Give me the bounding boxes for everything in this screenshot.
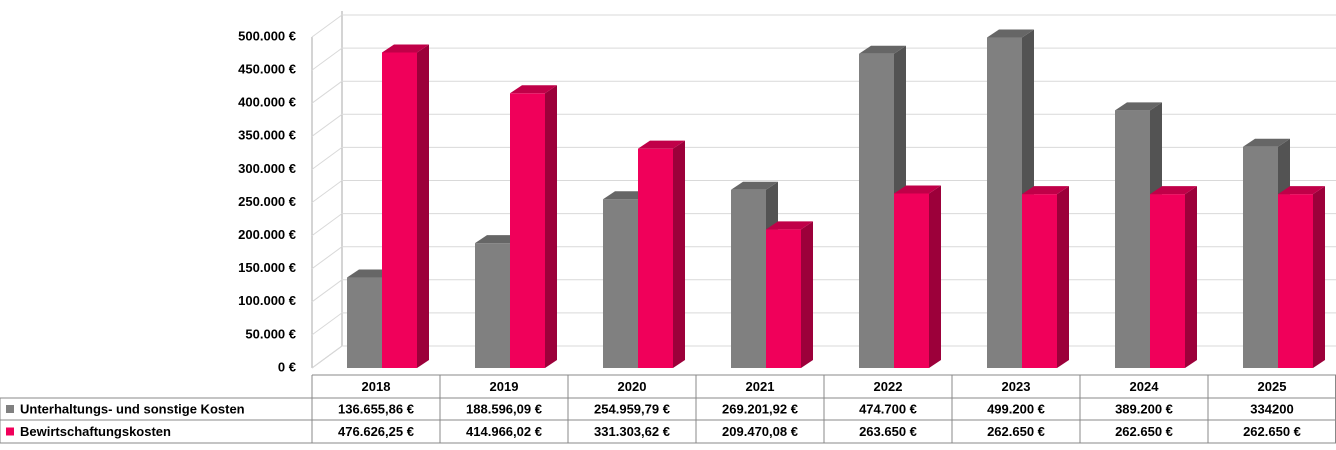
grid-line-side (311, 279, 343, 303)
table-value: 499.200 € (987, 401, 1045, 416)
bar-top (1150, 186, 1197, 195)
bar-top (510, 85, 557, 94)
y-tick-label: 50.000 € (245, 326, 296, 341)
grid-line-side (311, 180, 343, 203)
bar-side (1185, 186, 1197, 368)
bar (510, 93, 545, 369)
grid-line-side (311, 345, 343, 369)
table-value: 474.700 € (859, 401, 917, 416)
table-value: 254.959,79 € (594, 401, 670, 416)
bar (987, 37, 1022, 368)
table-value: 262.650 € (1243, 424, 1301, 439)
y-tick-label: 0 € (278, 359, 296, 374)
bar (1150, 194, 1185, 368)
bar-top (382, 44, 429, 53)
x-tick-label: 2023 (1002, 379, 1031, 394)
bar-side (1057, 186, 1069, 368)
legend-swatch (6, 405, 14, 413)
table-value: 334200 (1250, 401, 1293, 416)
grid-line-side (311, 47, 343, 71)
bar (894, 193, 929, 368)
table-value: 414.966,02 € (466, 424, 542, 439)
y-tick-label: 450.000 € (238, 62, 296, 77)
bar-top (859, 45, 906, 54)
grid-line-side (311, 213, 343, 237)
bar-top (1243, 138, 1290, 147)
bar-top (1278, 186, 1325, 195)
x-tick-label: 2022 (874, 379, 903, 394)
bar (603, 199, 638, 368)
legend-label: Bewirtschaftungskosten (20, 424, 171, 439)
legend-swatch (6, 427, 14, 436)
bar-side (801, 221, 813, 368)
x-tick-label: 2018 (362, 379, 391, 394)
y-tick-label: 200.000 € (238, 227, 296, 242)
bar-top (1115, 102, 1162, 111)
y-tick-label: 100.000 € (238, 293, 296, 308)
grid-line-side (311, 80, 343, 104)
grid-line-side (311, 14, 343, 38)
y-tick-label: 250.000 € (238, 194, 296, 209)
bar (638, 148, 673, 368)
table-value: 263.650 € (859, 424, 917, 439)
bar (347, 277, 382, 368)
bar-side (417, 44, 429, 369)
bar (382, 52, 417, 369)
table-value: 389.200 € (1115, 401, 1173, 416)
bar (1022, 194, 1057, 368)
grid-line-side (311, 113, 343, 137)
y-tick-label: 350.000 € (238, 128, 296, 143)
bar (475, 243, 510, 368)
y-tick-label: 400.000 € (238, 95, 296, 110)
table-value: 269.201,92 € (722, 401, 798, 416)
x-tick-label: 2020 (618, 379, 647, 394)
bar-top (987, 29, 1034, 38)
bar-side (929, 185, 941, 368)
x-tick-label: 2024 (1130, 379, 1160, 394)
bar (859, 53, 894, 369)
y-tick-label: 300.000 € (238, 161, 296, 176)
x-tick-label: 2019 (490, 379, 519, 394)
bar-top (731, 181, 778, 190)
table-value: 262.650 € (987, 424, 1045, 439)
bar (1115, 110, 1150, 368)
bar-top (894, 185, 941, 194)
grid-line-side (311, 146, 343, 170)
table-value: 476.626,25 € (338, 424, 414, 439)
table-value: 136.655,86 € (338, 401, 414, 416)
bar-top (1022, 186, 1069, 195)
table-value: 331.303,62 € (594, 424, 670, 439)
x-tick-label: 2025 (1258, 379, 1287, 394)
bar-top (766, 221, 813, 230)
y-tick-label: 150.000 € (238, 260, 296, 275)
y-tick-label: 500.000 € (238, 28, 296, 43)
bar-side (673, 140, 685, 368)
table-value: 262.650 € (1115, 424, 1173, 439)
bar (1278, 194, 1313, 368)
x-tick-label: 2021 (746, 379, 775, 394)
bar (731, 189, 766, 368)
grid-line-side (311, 246, 343, 270)
table-value: 209.470,08 € (722, 424, 798, 439)
legend-label: Unterhaltungs- und sonstige Kosten (20, 401, 245, 416)
bar-top (638, 140, 685, 149)
bar (1243, 146, 1278, 368)
table-value: 188.596,09 € (466, 401, 542, 416)
grid-line-side (311, 312, 343, 336)
bar-side (545, 85, 557, 369)
bar-side (1313, 186, 1325, 368)
bar (766, 229, 801, 368)
